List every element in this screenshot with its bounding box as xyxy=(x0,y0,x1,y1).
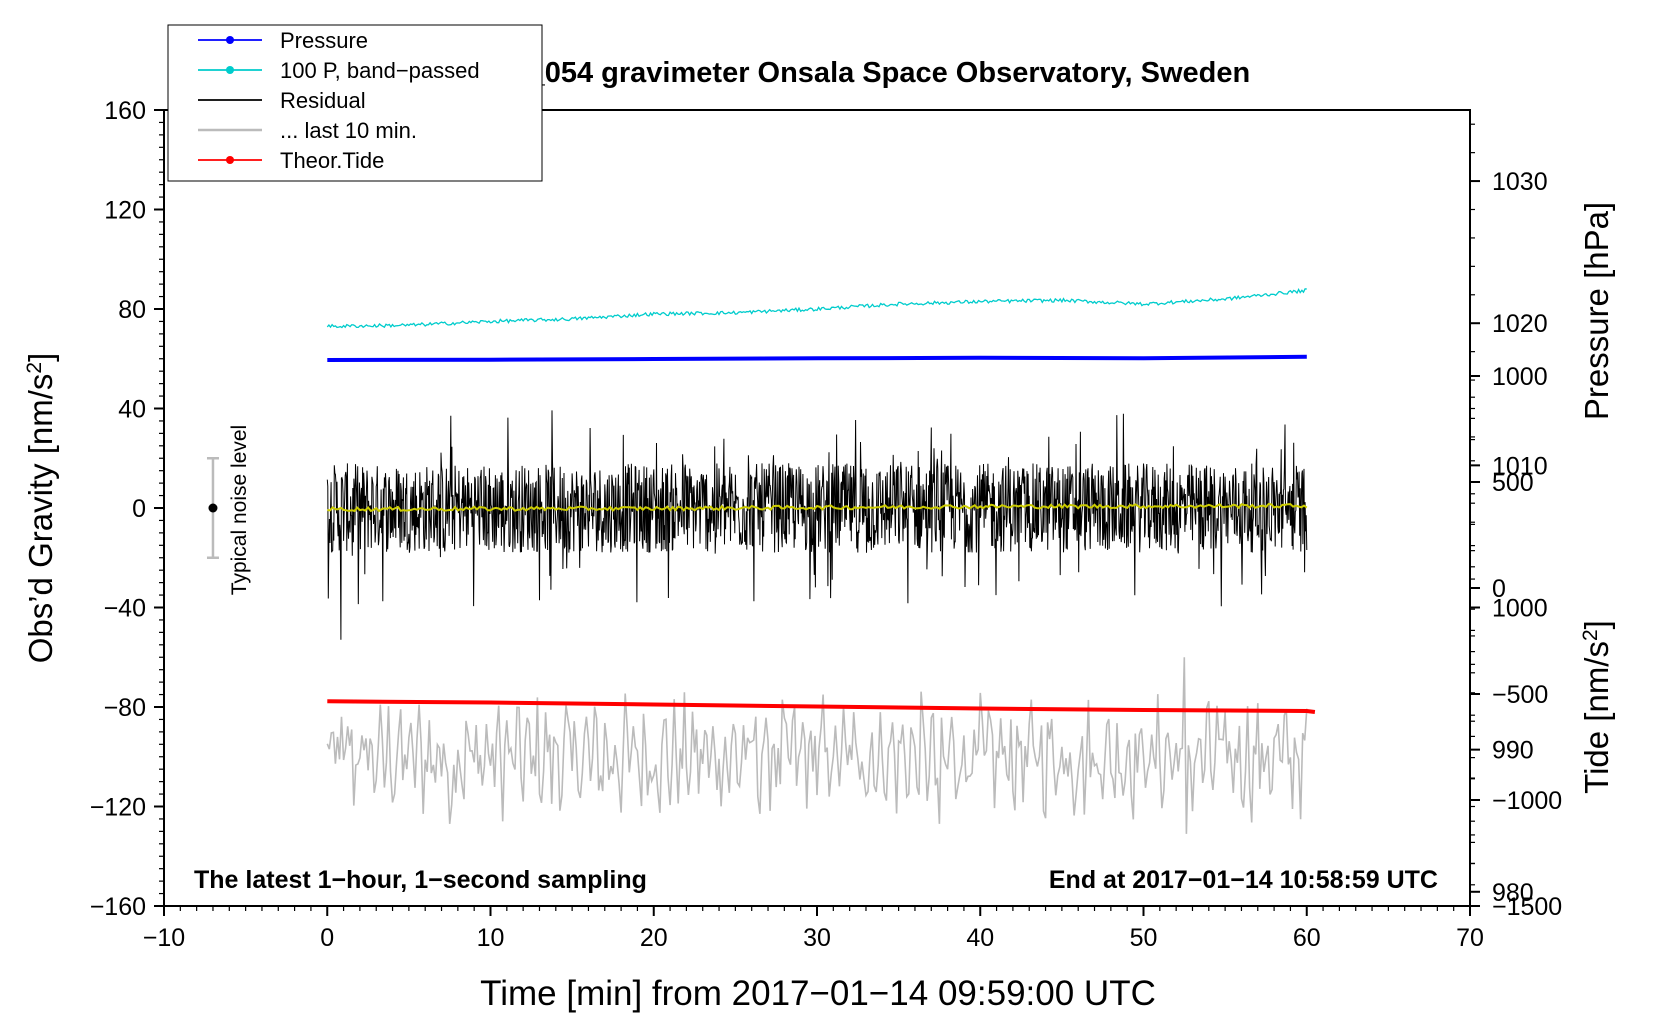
y-tick-label: 120 xyxy=(104,197,146,225)
pressure-tick-label: 1000 xyxy=(1492,595,1548,623)
noise-label: Typical noise level xyxy=(228,425,251,595)
annotation-end-time: End at 2017−01−14 10:58:59 UTC xyxy=(1049,866,1438,894)
x-tick-label: 70 xyxy=(1456,924,1484,952)
x-tick-label: 50 xyxy=(1130,924,1158,952)
pressure-tick-label: 990 xyxy=(1492,737,1534,765)
tick-group: −10 0 10 20 30 40 50 60 70−160−120−80−4004080120… xyxy=(90,97,1563,952)
legend-label: Pressure xyxy=(280,28,368,53)
tide-tick-label: −500 xyxy=(1492,681,1548,709)
series-residual xyxy=(326,410,1308,640)
series-band-passed-pressure xyxy=(326,288,1307,329)
y-tick-label: 80 xyxy=(118,296,146,324)
y-tick-label: 40 xyxy=(118,396,146,424)
y-axis-label-tide: Tide [nm/s2] xyxy=(1578,620,1615,794)
tide-tick-label: 500 xyxy=(1492,469,1534,497)
tide-tick-label: −1000 xyxy=(1492,787,1562,815)
pressure-tick-label: 1010 xyxy=(1492,452,1548,480)
x-tick-label: −10 xyxy=(143,924,185,952)
legend-marker xyxy=(226,66,234,74)
legend-label: ... last 10 min. xyxy=(280,118,417,143)
series-pressure xyxy=(327,354,1307,362)
y-tick-label: −160 xyxy=(90,893,146,921)
x-tick-label: 60 xyxy=(1293,924,1321,952)
legend-label: 100 P, band−passed xyxy=(280,58,480,83)
tide-tick-label: 1000 xyxy=(1492,363,1548,391)
legend-box xyxy=(167,24,543,182)
y-tick-label: 160 xyxy=(104,97,146,125)
pressure-tick-label: 1030 xyxy=(1492,168,1548,196)
legend: Pressure 100 P, band−passed Residual ... la… xyxy=(167,24,543,182)
x-tick-label: 0 xyxy=(320,924,334,952)
x-tick-label: 30 xyxy=(803,924,831,952)
noise-dot xyxy=(208,503,218,513)
y-tick-label: −40 xyxy=(104,595,146,623)
tide-tick-label: −1500 xyxy=(1492,893,1562,921)
x-tick-label: 40 xyxy=(966,924,994,952)
chart-title: SCG_054 gravimeter Onsala Space Observat… xyxy=(466,57,1250,89)
annotation-sampling: The latest 1−hour, 1−second sampling xyxy=(194,866,647,894)
y-tick-label: 0 xyxy=(132,495,146,523)
tide-tick-label: 0 xyxy=(1492,575,1506,603)
y-tick-label: −120 xyxy=(90,794,146,822)
legend-marker xyxy=(226,36,234,44)
y-axis-label-pressure: Pressure [hPa] xyxy=(1578,202,1615,420)
series-last-10-min xyxy=(326,657,1308,834)
y-axis-label-main: Obs’d Gravity [nm/s2] xyxy=(22,353,59,664)
y-tick-label: −80 xyxy=(104,694,146,722)
legend-label: Residual xyxy=(280,88,366,113)
pressure-tick-label: 980 xyxy=(1492,879,1534,907)
x-tick-label: 10 xyxy=(477,924,505,952)
series-theoretical-tide xyxy=(327,699,1316,714)
noise-indicator: Typical noise level xyxy=(206,425,251,595)
series-residual-smoothed xyxy=(327,502,1308,513)
legend-label: Theor.Tide xyxy=(280,148,384,173)
x-axis-label: Time [min] from 2017−01−14 09:59:00 UTC xyxy=(480,974,1156,1013)
data-layer xyxy=(326,288,1316,834)
x-tick-label: 20 xyxy=(640,924,668,952)
legend-marker xyxy=(226,156,234,164)
pressure-tick-label: 1020 xyxy=(1492,310,1548,338)
